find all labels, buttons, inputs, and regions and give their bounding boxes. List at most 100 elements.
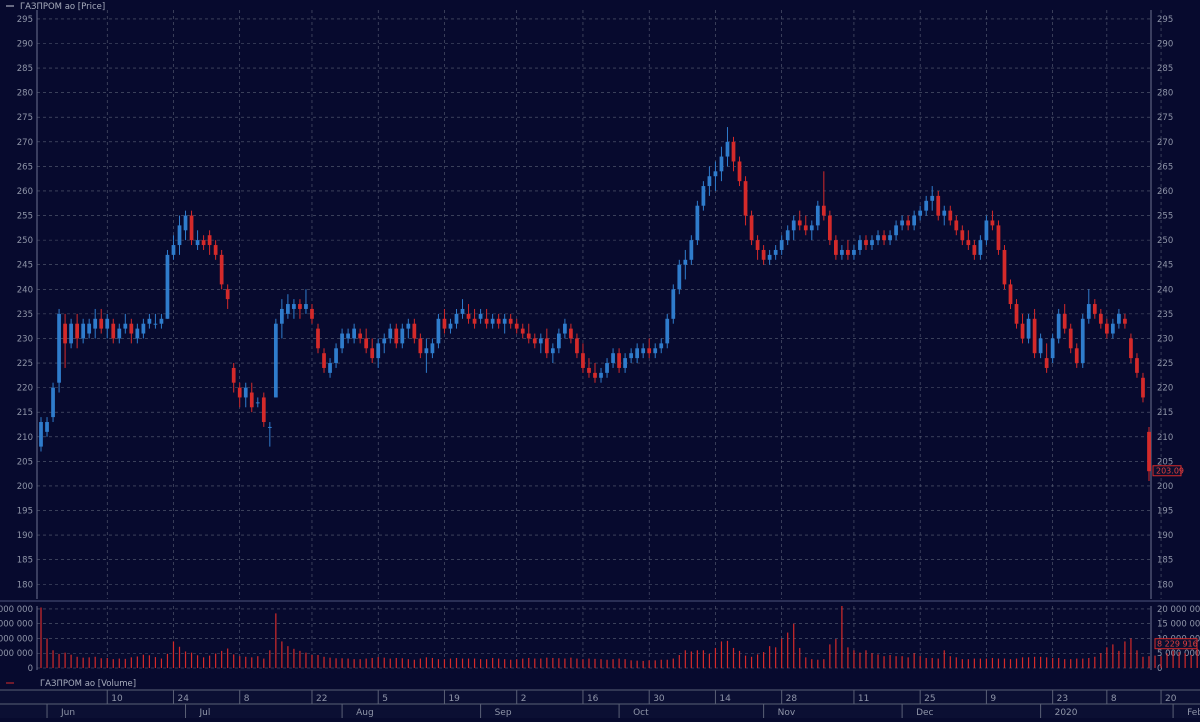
candle-body (183, 215, 188, 231)
volume-tick-label-right: 5 000 000 (1157, 649, 1200, 659)
candle-body (623, 358, 627, 368)
candle-body (520, 328, 525, 334)
candle (659, 338, 664, 354)
candle-body (1086, 304, 1091, 319)
candle (1026, 313, 1031, 344)
candle-body (69, 323, 73, 344)
volume-tick-label-left: 20 000 000 (0, 605, 33, 615)
candle-body (821, 205, 826, 216)
price-tick-label-right: 245 (1157, 261, 1173, 271)
candle-body (665, 318, 670, 344)
price-tick-label-left: 230 (17, 334, 33, 344)
candle (978, 235, 983, 260)
day-tick-label: 28 (786, 694, 798, 704)
candle (617, 348, 621, 373)
candle (292, 299, 296, 319)
candle (388, 323, 393, 344)
candle-body (346, 333, 350, 339)
candle (761, 245, 766, 265)
candle-body (105, 318, 110, 329)
candle-body (918, 210, 923, 216)
candle (141, 318, 146, 339)
candle-body (87, 323, 92, 334)
candle (569, 323, 573, 344)
candle (1068, 323, 1073, 354)
candle-body (815, 205, 820, 226)
candle (1117, 308, 1121, 329)
candle (394, 323, 399, 349)
candle (237, 382, 242, 408)
candle (117, 323, 122, 344)
candle-body (557, 333, 561, 349)
candle-body (532, 338, 537, 344)
candle (1062, 304, 1067, 334)
candle-body (1123, 318, 1127, 324)
candle-body (1062, 313, 1067, 329)
price-tick-label-right: 290 (1157, 39, 1173, 49)
candle-body (141, 323, 146, 334)
candle (858, 235, 862, 255)
date-axis[interactable]: 10248225192163014281125923820317JunJulAu… (0, 689, 1200, 718)
day-tick-label: 20 (1165, 694, 1177, 704)
candle (575, 333, 579, 359)
candle (1008, 279, 1013, 309)
candle (918, 205, 923, 221)
candle (207, 230, 212, 255)
candle-body (599, 372, 603, 378)
candle-body (460, 308, 465, 314)
candle (966, 230, 971, 250)
price-tick-label-left: 235 (17, 310, 33, 320)
candle-body (231, 367, 236, 383)
price-tick-label-left: 210 (17, 433, 33, 443)
price-tick-label-right: 240 (1157, 285, 1173, 295)
candle-body (442, 318, 447, 329)
candle (1074, 343, 1079, 368)
candle-body (286, 304, 290, 314)
price-tick-label-right: 270 (1157, 138, 1173, 148)
price-tick-label-right: 230 (1157, 334, 1173, 344)
price-tick-label-left: 185 (17, 556, 33, 566)
candle (1056, 308, 1061, 344)
price-tick-label-right: 250 (1157, 236, 1173, 246)
candle (430, 338, 435, 359)
candle (346, 328, 350, 344)
candle-body (364, 338, 369, 349)
candle (328, 358, 332, 378)
candle (159, 313, 164, 329)
candle (803, 215, 808, 236)
candle (93, 308, 98, 339)
candle (105, 313, 110, 339)
price-tick-label-left: 190 (17, 531, 33, 541)
day-tick-label: 25 (924, 694, 935, 704)
month-tick-label: Dec (916, 708, 933, 718)
candle-body (809, 225, 814, 231)
candle (129, 318, 134, 344)
candle-body (611, 353, 615, 364)
candle (791, 215, 796, 241)
candle-body (924, 200, 929, 211)
candle (942, 205, 947, 226)
candle-body (1092, 304, 1097, 314)
candle-body (484, 318, 489, 324)
candle (900, 215, 904, 231)
candle (304, 289, 308, 314)
candle (189, 210, 194, 246)
candle-body (864, 240, 868, 246)
candle (273, 318, 278, 398)
candle-body (135, 328, 140, 339)
candle-body (412, 323, 417, 339)
candle (538, 333, 543, 354)
volume-tick-label-right: 15 000 000 (1157, 620, 1200, 630)
price-tick-label-right: 220 (1157, 384, 1173, 394)
candle (809, 220, 814, 241)
candle-body (954, 220, 959, 231)
day-tick-label: 8 (244, 694, 250, 704)
month-tick-label: Feb (1187, 708, 1200, 718)
candle-body (587, 367, 591, 373)
candle-body (894, 225, 898, 236)
candle (358, 328, 363, 344)
price-tick-label-left: 255 (17, 212, 33, 222)
price-tick-label-left: 285 (17, 64, 33, 74)
candle (1080, 313, 1085, 368)
